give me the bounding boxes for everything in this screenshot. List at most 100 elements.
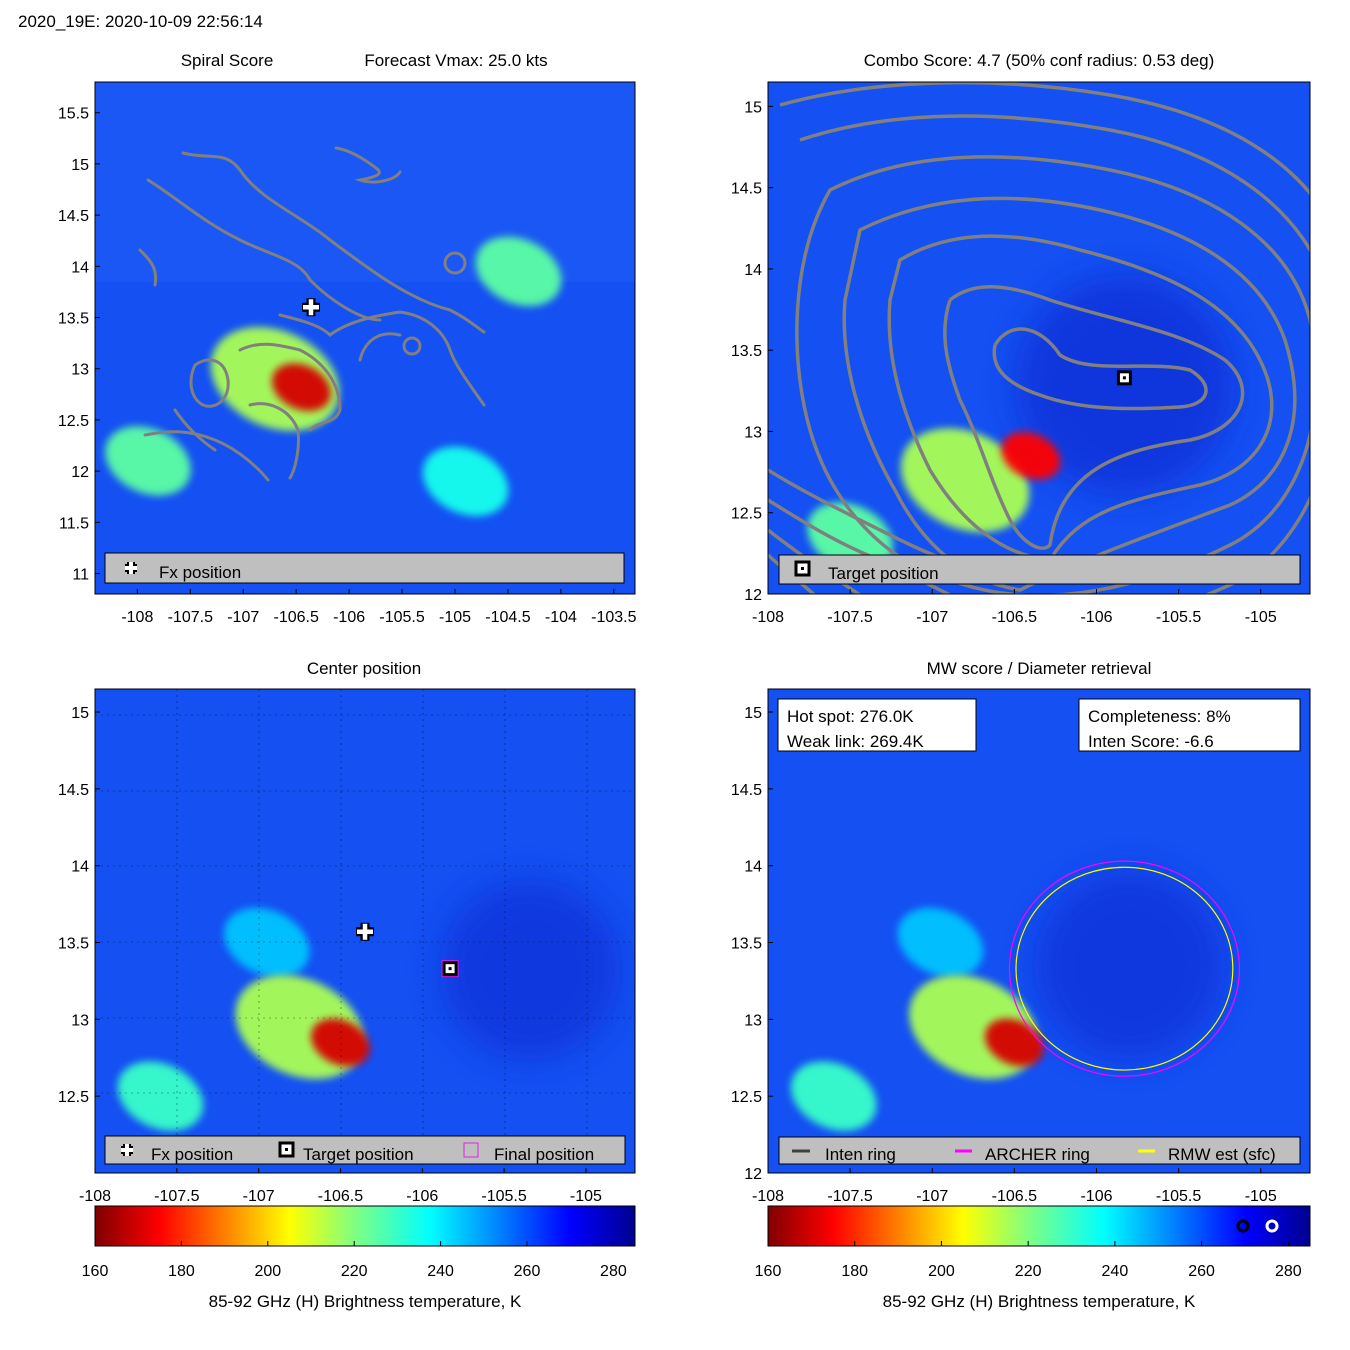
y-tick-label: 12.5 [731,506,762,523]
cold-spot [897,907,984,978]
legend-fx-icon-inner [125,562,137,574]
x-tick-label: -106 [1080,609,1112,626]
x-tick-label: -108 [752,1188,784,1205]
y-tick-label: 11.5 [59,515,89,532]
x-tick-label: -107 [916,1188,948,1205]
colorbar-left: 160 180 200 220 240 260 280 85-92 GHz (H) Brig… [82,1205,636,1311]
mw-inten-score: Inten Score: -6.6 [1088,732,1214,751]
spiral-panel: Spiral Score Forecast Vmax: 25.0 kts [58,51,637,626]
x-tick-label: -105.5 [1156,609,1201,626]
x-tick-label: -105.5 [379,609,424,626]
y-tick-label: 14.5 [731,181,762,198]
x-tick-label: -106.5 [318,1188,363,1205]
y-tick-label: 13.5 [731,343,762,360]
colorbar-right-label: 85-92 GHz (H) Brightness temperature, K [883,1292,1196,1311]
y-tick-label: 12 [744,1166,762,1183]
y-tick-label: 12.5 [731,1089,762,1106]
y-tick-label: 13.5 [731,936,762,953]
colorbar-tick-label: 160 [82,1263,109,1280]
cold-spot [224,907,310,978]
cold-spot [422,446,509,516]
y-tick-label: 15 [71,705,89,722]
x-tick-label: -105.5 [481,1188,526,1205]
fx-position-marker-inner [357,923,373,940]
y-tick-label: 14 [71,259,89,276]
fx-position-marker-inner [303,299,319,316]
colorbar-tick-label: 180 [841,1263,868,1280]
x-tick-label: -107.5 [154,1188,199,1205]
colorbar-tick-label: 240 [1102,1263,1129,1280]
y-tick-label: 13 [71,362,89,379]
center-legend-fx: Fx position [151,1145,233,1164]
center-warm-core [440,880,620,1060]
x-tick-label: -106 [406,1188,438,1205]
colorbar-tick-label: 160 [755,1263,782,1280]
colorbar-tick-label: 200 [928,1263,955,1280]
x-tick-label: -107 [227,609,259,626]
colorbar-tick-label: 220 [1015,1263,1042,1280]
center-legend-final: Final position [494,1145,594,1164]
colorbar-weak-link-marker-icon [1236,1219,1250,1233]
colorbar-tick-label: 200 [254,1263,281,1280]
x-tick-label: -107 [916,609,948,626]
y-tick-label: 13 [71,1012,89,1029]
y-tick-label: 12 [71,464,89,481]
spiral-frame [94,81,636,595]
x-tick-label: -108 [752,609,784,626]
y-tick-label: 14.5 [58,782,89,799]
cold-spot [900,428,1030,533]
x-tick-label: -103.5 [591,609,636,626]
center-legend: Fx position Target position Final positi… [104,1135,626,1165]
y-tick-label: 14.5 [58,208,89,225]
final-position-marker [441,960,459,978]
spiral-legend: Fx position [104,552,625,584]
y-tick-label: 12 [744,587,762,604]
target-position-dot [1122,376,1126,380]
colorbar-tick-label: 180 [168,1263,195,1280]
x-tick-label: -108 [121,609,153,626]
combo-panel: Combo Score: 4.7 (50% conf radius: 0.53 … [731,51,1311,626]
mw-weak-link: Weak link: 269.4K [787,732,924,751]
x-tick-label: -107.5 [168,609,213,626]
colorbar-tick-label: 240 [427,1263,454,1280]
cold-spot [475,236,562,307]
combo-legend-target: Target position [828,564,939,583]
x-tick-label: -107.5 [827,609,872,626]
colorbar-tick-label: 260 [1188,1263,1215,1280]
combo-frame [767,81,1311,595]
y-tick-label: 13 [744,424,762,441]
x-tick-label: -104.5 [485,609,530,626]
cold-spot [790,1061,877,1131]
rmw-ring [1015,866,1234,1071]
cold-spot [1001,432,1061,480]
x-tick-label: -107 [243,1188,275,1205]
colorbar-right: 160 180 200 220 240 260 280 85-92 GHz (H) Brig… [755,1205,1311,1311]
x-tick-label: -106.5 [273,609,318,626]
cold-spot [984,1018,1044,1067]
mw-warm-core [1035,870,1225,1060]
mw-completeness: Completeness: 8% [1088,707,1231,726]
x-tick-label: -106.5 [992,609,1037,626]
archer-ring [1008,860,1240,1077]
y-tick-label: 13.5 [58,311,89,328]
mw-panel: MW score / Diameter retrieval -108 -107.5… [731,659,1311,1205]
y-tick-label: 12.5 [58,413,89,430]
colorbar-tick-label: 260 [514,1263,541,1280]
center-grid [95,689,635,1173]
cold-spot [807,502,893,572]
colorbar-tick-label: 220 [341,1263,368,1280]
x-tick-label: -106 [333,609,365,626]
x-tick-label: -105 [570,1188,602,1205]
x-tick-label: -105 [439,609,471,626]
y-tick-label: 12.5 [58,1089,89,1106]
header-text: 2020_19E: 2020-10-09 22:56:14 [18,12,263,31]
mw-legend-rmw: RMW est (sfc) [1168,1145,1276,1164]
mw-info-left: Hot spot: 276.0K Weak link: 269.4K [777,698,977,752]
y-tick-label: 15.5 [58,106,89,123]
colorbar-hot-spot-marker-icon [1265,1219,1279,1233]
legend-final-icon [463,1142,479,1158]
y-tick-label: 15 [744,705,762,722]
combo-title: Combo Score: 4.7 (50% conf radius: 0.53 … [864,51,1215,70]
mw-info-right: Completeness: 8% Inten Score: -6.6 [1078,698,1301,752]
